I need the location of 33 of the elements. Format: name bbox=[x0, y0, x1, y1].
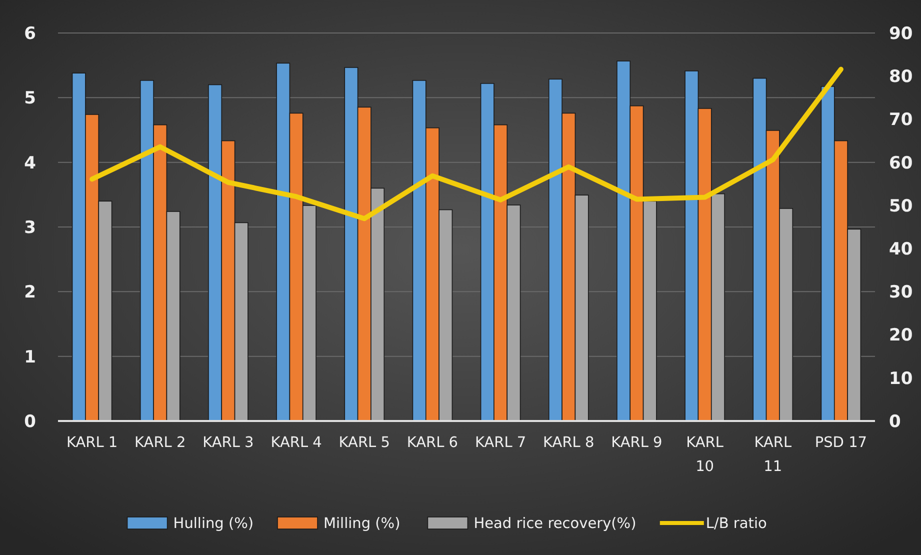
x-tick-label: KARL 5 bbox=[338, 435, 390, 451]
y-tick-label: 5 bbox=[24, 88, 36, 109]
x-tick-label: KARL 7 bbox=[474, 435, 526, 451]
y-tick-label: 4 bbox=[24, 153, 36, 174]
y-tick-label: 2 bbox=[24, 282, 36, 303]
y2-tick-label: 90 bbox=[889, 24, 913, 44]
y2-tick-label: 30 bbox=[889, 282, 913, 303]
y2-tick-label: 10 bbox=[889, 368, 913, 389]
x-tick-label: KARL 10 bbox=[686, 435, 724, 475]
y2-tick-label: 80 bbox=[889, 67, 913, 88]
x-tick-label: KARL 8 bbox=[543, 435, 594, 451]
legend-label: Hulling (%) bbox=[173, 516, 254, 532]
x-tick-label: KARL 2 bbox=[134, 435, 186, 451]
legend-label: Milling (%) bbox=[324, 516, 400, 532]
x-tick-label: KARL 3 bbox=[202, 435, 254, 451]
y2-tick-label: 0 bbox=[889, 412, 901, 432]
legend-label: L/B ratio bbox=[706, 516, 767, 532]
legend-label: Head rice recovery(%) bbox=[474, 516, 636, 532]
y-tick-label: 3 bbox=[24, 218, 36, 238]
y-tick-label: 6 bbox=[24, 24, 36, 44]
y2-tick-label: 50 bbox=[889, 196, 913, 216]
y-tick-label: 1 bbox=[24, 347, 36, 368]
x-tick-label: KARL 11 bbox=[754, 435, 792, 475]
x-tick-label: KARL 1 bbox=[66, 435, 118, 451]
x-tick-label: PSD 17 bbox=[814, 435, 868, 451]
y2-tick-label: 70 bbox=[889, 110, 913, 130]
x-tick-label: KARL 4 bbox=[270, 435, 322, 451]
y2-tick-label: 20 bbox=[889, 326, 913, 346]
x-tick-label: KARL 6 bbox=[406, 435, 458, 451]
x-tick-label: KARL 9 bbox=[611, 435, 662, 451]
y2-tick-label: 40 bbox=[889, 240, 913, 260]
y2-tick-label: 60 bbox=[889, 153, 913, 174]
y-tick-label: 0 bbox=[24, 412, 36, 432]
